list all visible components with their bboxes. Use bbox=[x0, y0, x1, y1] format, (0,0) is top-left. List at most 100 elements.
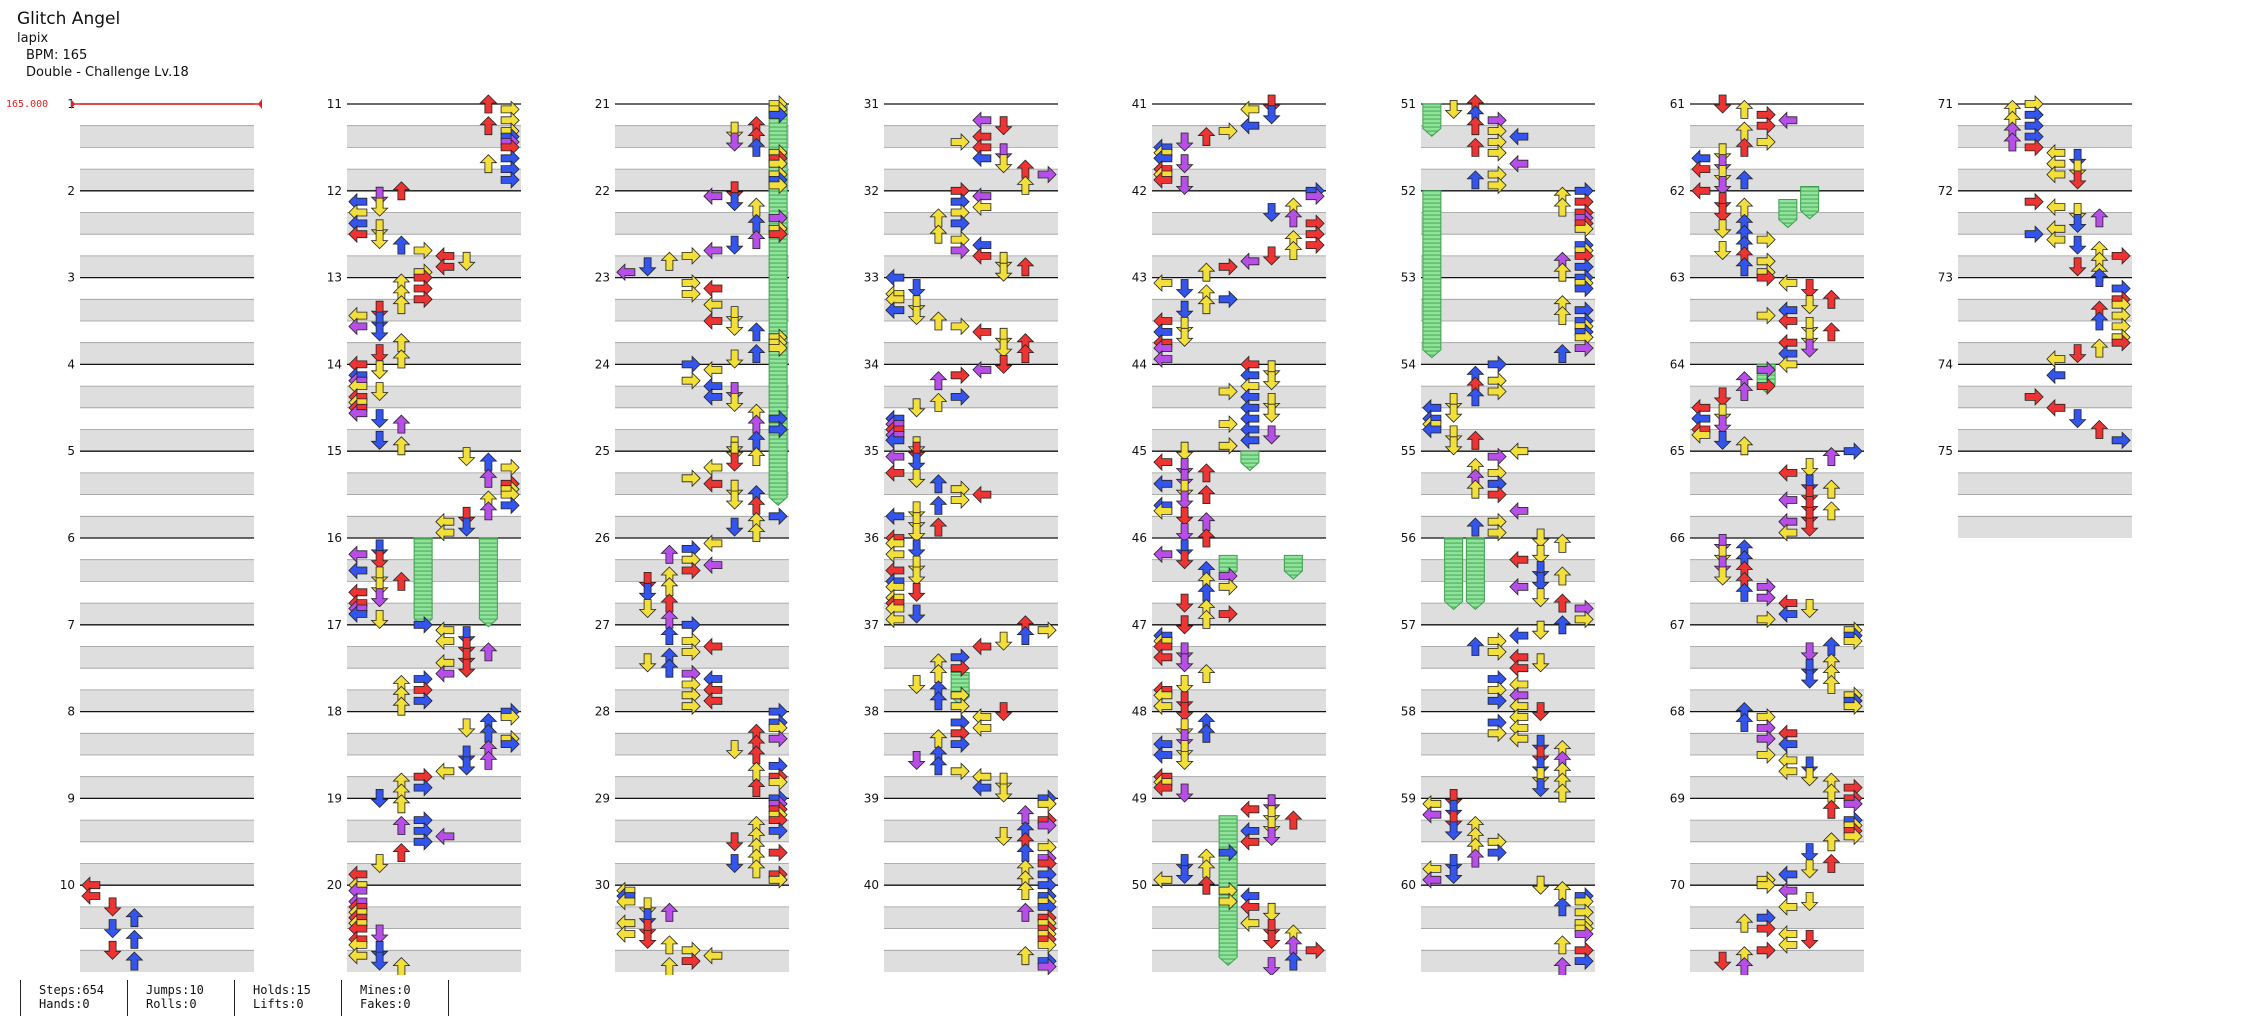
arrow-right-note bbox=[413, 691, 433, 710]
arrow-down-note bbox=[457, 447, 476, 467]
arrow-left-note bbox=[1153, 870, 1173, 889]
beat-band bbox=[615, 299, 789, 321]
arrow-up-note bbox=[479, 116, 498, 136]
arrow-right-note bbox=[950, 713, 970, 732]
arrow-right-note bbox=[1574, 192, 1594, 211]
measure-52: 52 bbox=[1401, 184, 1595, 278]
arrow-up-note bbox=[392, 181, 411, 201]
arrow-up-note bbox=[747, 230, 766, 250]
beat-band bbox=[615, 212, 789, 235]
arrow-down-note bbox=[370, 789, 389, 808]
arrow-up-note bbox=[1197, 262, 1216, 282]
measure-8: 8 bbox=[67, 705, 254, 799]
measure-16: 16 bbox=[327, 531, 521, 625]
measure-number: 66 bbox=[1670, 531, 1685, 545]
arrow-up-note bbox=[1735, 99, 1754, 119]
arrow-right-note bbox=[2111, 279, 2131, 298]
measure-45: 45 bbox=[1132, 444, 1326, 538]
difficulty-label: Double - Challenge Lv.18 bbox=[26, 65, 189, 80]
arrow-down-note bbox=[1713, 203, 1732, 223]
arrow-down-note bbox=[1175, 132, 1194, 152]
stats-bar: Steps:654 Hands:0 Jumps:10 Rolls:0 Holds… bbox=[20, 980, 449, 1016]
arrow-left-note bbox=[1778, 881, 1798, 900]
measure-number: 65 bbox=[1670, 444, 1685, 458]
arrow-left-note bbox=[348, 561, 368, 580]
beat-band bbox=[1152, 212, 1326, 235]
measure-39: 39 bbox=[864, 791, 1058, 886]
arrow-left-note bbox=[1153, 350, 1173, 368]
arrow-down-note bbox=[370, 430, 389, 450]
measure-number: 11 bbox=[327, 97, 342, 111]
beat-band bbox=[80, 125, 254, 148]
measure-number: 68 bbox=[1670, 705, 1685, 719]
arrow-down-note bbox=[907, 751, 926, 770]
arrow-down-note bbox=[638, 908, 657, 928]
beat-band bbox=[80, 689, 254, 712]
arrow-left-note bbox=[348, 225, 368, 244]
bpm-end-tick bbox=[258, 99, 262, 109]
hold-note bbox=[478, 537, 498, 628]
beat-band bbox=[1152, 299, 1326, 321]
arrow-down-note bbox=[1713, 94, 1732, 114]
arrow-up-note bbox=[479, 642, 498, 662]
arrow-down-note bbox=[457, 637, 476, 657]
arrow-left-note bbox=[1422, 420, 1442, 439]
arrow-down-note bbox=[2068, 257, 2087, 277]
measure-number: 27 bbox=[595, 618, 610, 632]
stat-jumps: Jumps:10 bbox=[146, 983, 204, 997]
beat-band bbox=[80, 299, 254, 321]
arrow-up-note bbox=[747, 137, 766, 157]
beat-band bbox=[884, 559, 1058, 582]
arrow-down-note bbox=[638, 897, 657, 917]
arrow-right-note bbox=[681, 469, 701, 488]
arrow-right-note bbox=[500, 170, 520, 189]
arrow-right-note bbox=[950, 762, 970, 781]
arrow-up-note bbox=[660, 902, 679, 922]
arrow-down-note bbox=[1175, 865, 1194, 884]
measure-number: 20 bbox=[327, 878, 342, 892]
arrow-up-note bbox=[1466, 636, 1485, 656]
measure-number: 73 bbox=[1938, 271, 1953, 285]
beat-band bbox=[1421, 429, 1595, 452]
arrow-left-note bbox=[1153, 697, 1173, 716]
arrow-up-note bbox=[392, 794, 411, 814]
measure-number: 49 bbox=[1132, 791, 1147, 805]
arrow-right-note bbox=[1037, 165, 1057, 184]
arrow-up-note bbox=[2090, 208, 2109, 228]
stat-holds: Holds:15 bbox=[253, 983, 311, 997]
measure-74: 74 bbox=[1938, 357, 2132, 452]
arrow-left-note bbox=[972, 718, 992, 737]
arrow-right-note bbox=[1037, 957, 1057, 975]
arrow-down-note bbox=[907, 566, 926, 586]
beat-band bbox=[80, 169, 254, 191]
arrow-down-note bbox=[1175, 550, 1194, 570]
arrow-left-note bbox=[348, 192, 368, 211]
arrow-left-note bbox=[703, 534, 723, 553]
hold-note bbox=[1444, 537, 1464, 611]
arrow-left-note bbox=[1778, 491, 1798, 509]
arrow-down-note bbox=[1175, 468, 1194, 488]
measure-58: 58 bbox=[1401, 705, 1595, 799]
arrow-left-note bbox=[1422, 805, 1442, 824]
arrow-right-note bbox=[2024, 105, 2044, 124]
arrow-left-note bbox=[1778, 897, 1798, 916]
arrow-down-note bbox=[994, 116, 1013, 136]
measure-number: 59 bbox=[1401, 791, 1416, 805]
arrow-right-note bbox=[2111, 333, 2131, 352]
beat-band bbox=[1421, 603, 1595, 625]
arrow-up-note bbox=[1197, 723, 1216, 743]
arrow-up-note bbox=[929, 371, 948, 391]
beat-band bbox=[80, 386, 254, 408]
measure-number: 43 bbox=[1132, 271, 1147, 285]
measure-3: 3 bbox=[67, 271, 254, 365]
arrow-up-note bbox=[1016, 344, 1035, 364]
arrow-down-note bbox=[907, 555, 926, 575]
beat-band bbox=[347, 212, 521, 235]
beat-band bbox=[884, 863, 1058, 886]
arrow-up-note bbox=[392, 957, 411, 975]
arrow-down-note bbox=[370, 550, 389, 570]
beat-band bbox=[1690, 255, 1864, 278]
arrow-left-note bbox=[703, 458, 723, 477]
beat-band bbox=[80, 646, 254, 669]
arrow-down-note bbox=[1175, 729, 1194, 749]
